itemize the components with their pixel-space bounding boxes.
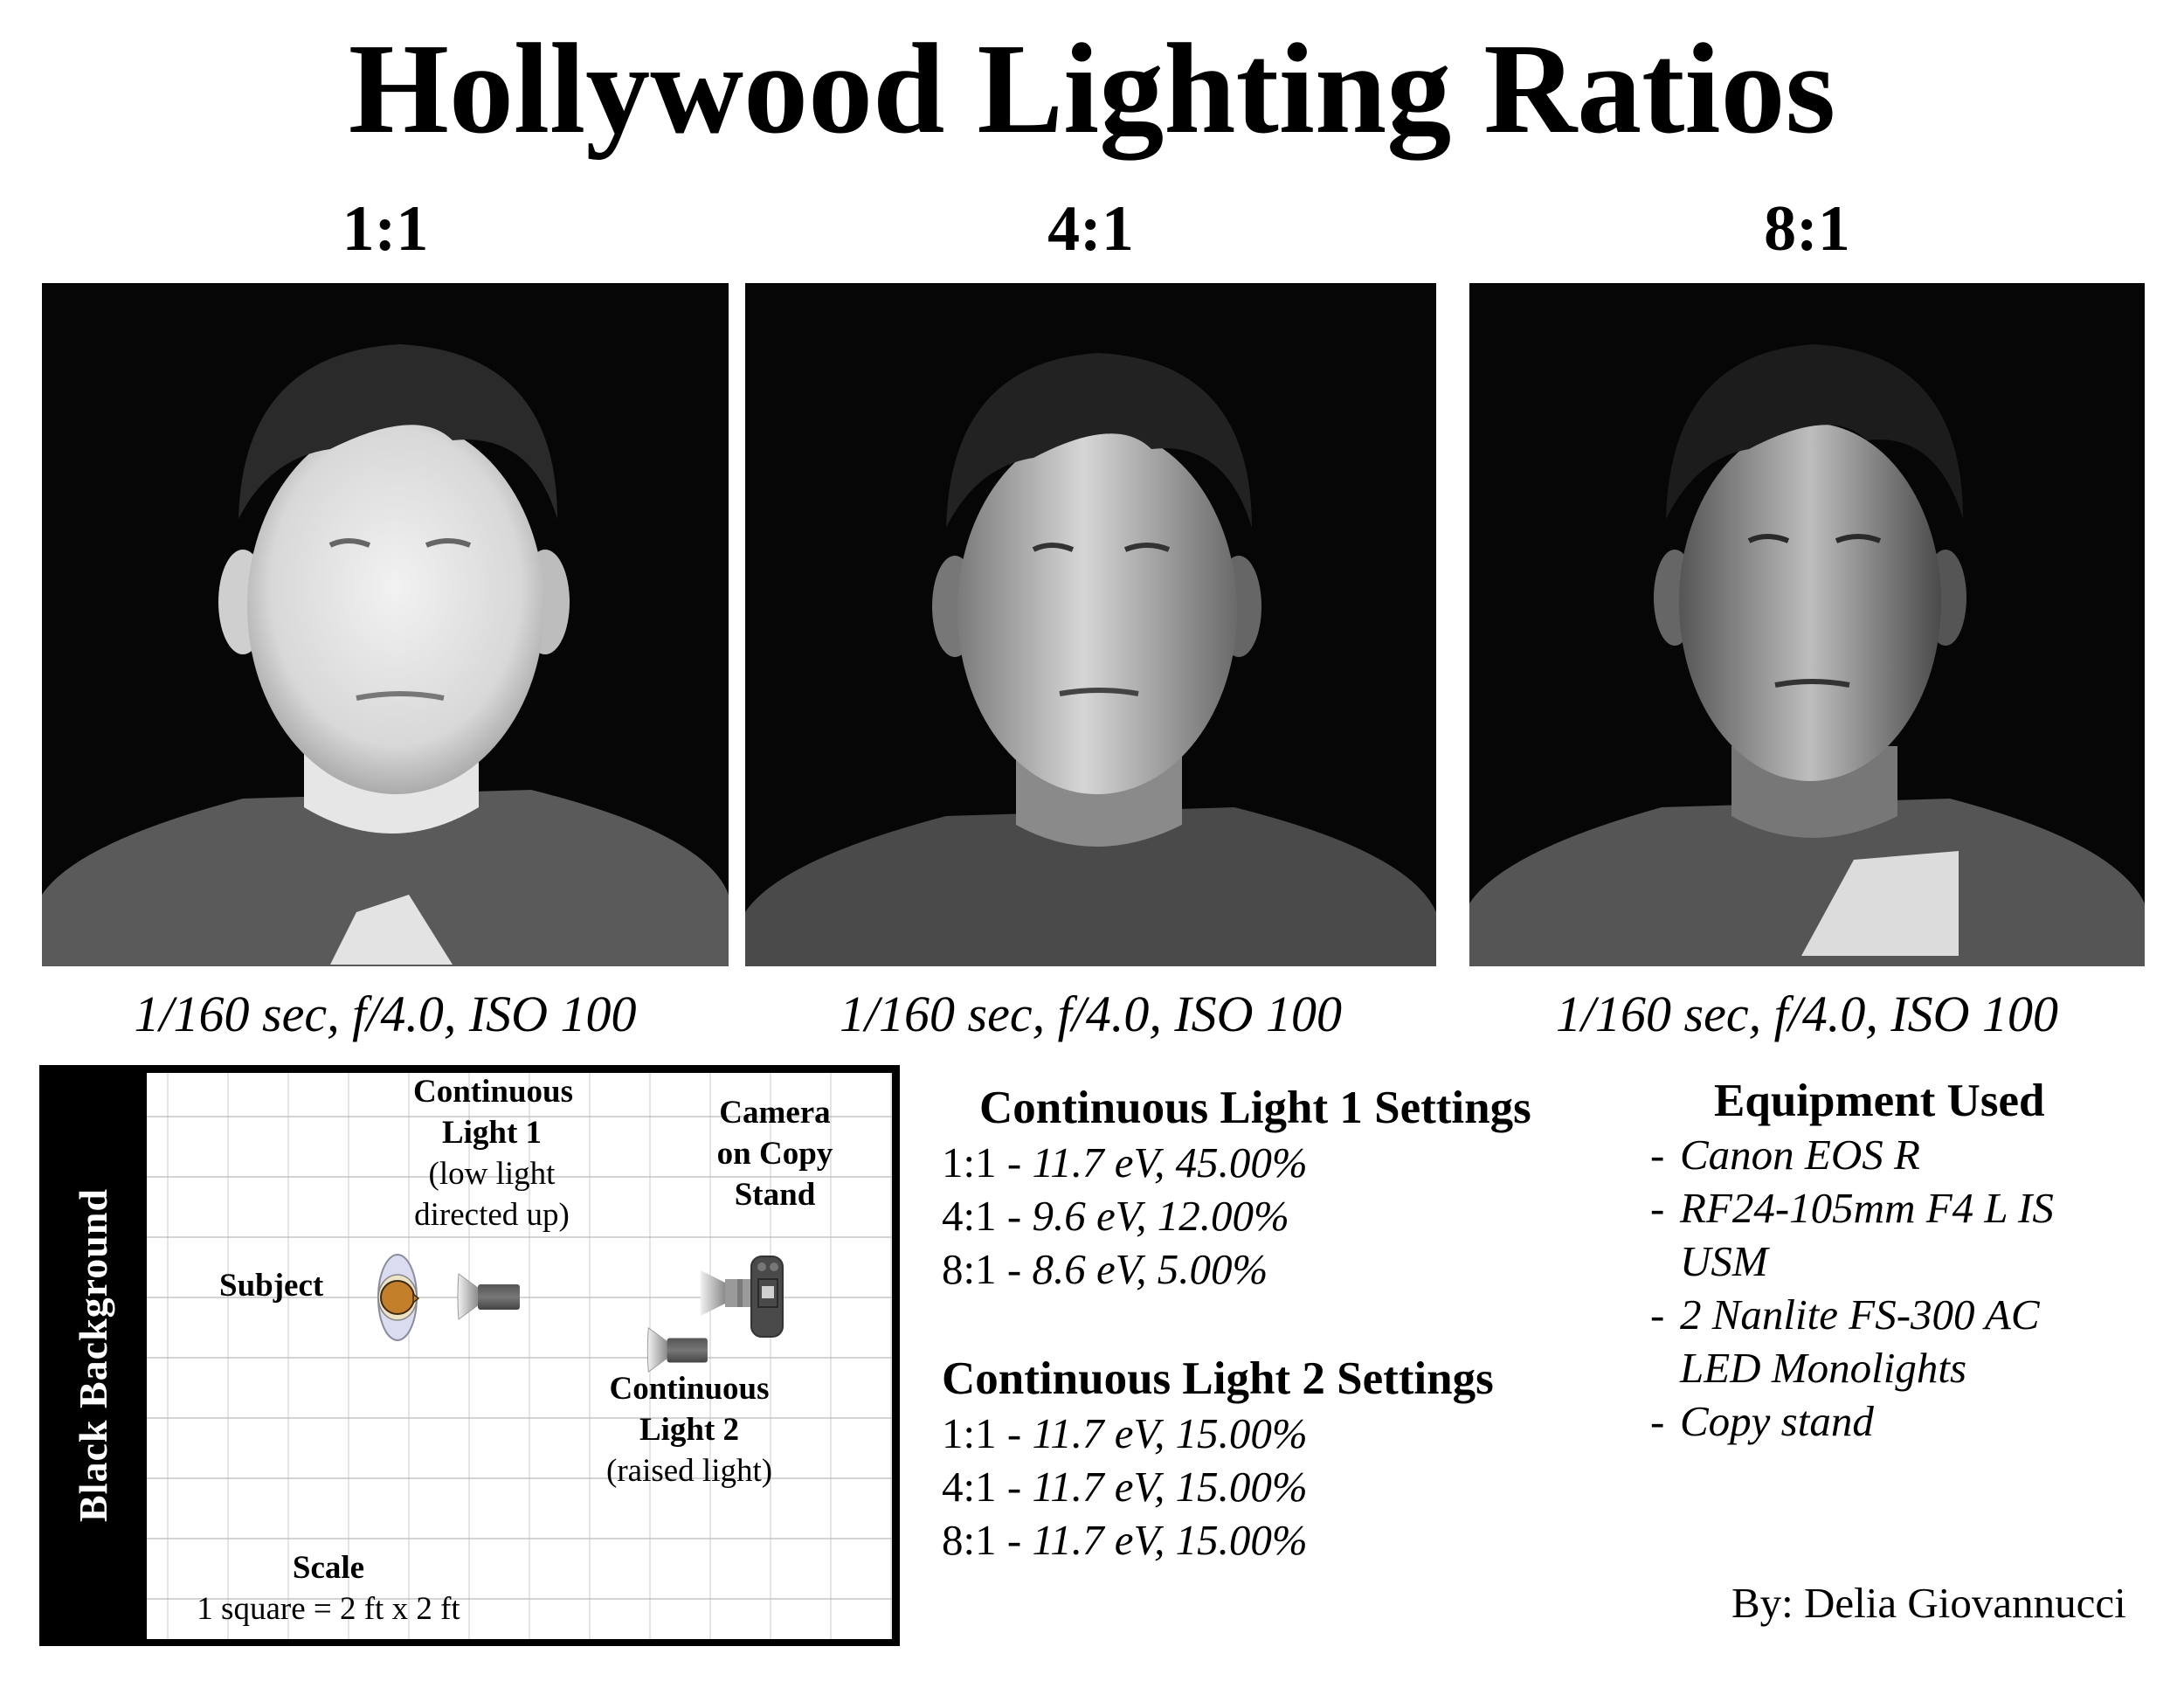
equipment-item-text: RF24-105mm F4 L IS (1680, 1184, 2054, 1232)
list-dash: - (1650, 1397, 1665, 1445)
camera-label: Camera on Copy Stand (705, 1092, 845, 1215)
list-dash: - (1650, 1131, 1665, 1179)
light2-label-line3: (raised light) (606, 1453, 773, 1489)
setting-ratio: 8:1 - (942, 1245, 1033, 1293)
light2-settings-heading: Continuous Light 2 Settings (942, 1353, 1494, 1404)
ratio-label-1-1: 1:1 (342, 193, 429, 265)
equipment-item: - Copy stand (1650, 1394, 1874, 1448)
equipment-item-text: 2 Nanlite FS-300 AC (1680, 1290, 2040, 1339)
scale-title: Scale (292, 1550, 365, 1586)
subject-label-text: Subject (219, 1268, 324, 1304)
camera-icon (701, 1256, 784, 1338)
light1-label: Continuous Light 1 (low light directed u… (413, 1073, 574, 1235)
list-dash: - (1650, 1184, 1665, 1232)
ratio-label-8-1: 8:1 (1764, 193, 1850, 265)
light2-label-line1: Continuous (609, 1371, 770, 1407)
portrait-photo-1-1 (42, 283, 729, 966)
camera-label-line3: Stand (734, 1177, 816, 1213)
subject-icon (377, 1254, 420, 1341)
ratio-label-4-1: 4:1 (1047, 193, 1134, 265)
photo-caption-4-1: 1/160 sec, f/4.0, ISO 100 (839, 986, 1343, 1042)
equipment-item: - Canon EOS R (1650, 1128, 1920, 1181)
setting-value: 9.6 eV, 12.00% (1032, 1192, 1289, 1240)
light1-settings-heading: Continuous Light 1 Settings (979, 1083, 1531, 1133)
setting-ratio: 1:1 - (942, 1409, 1033, 1457)
equipment-item: - RF24-105mm F4 L IS (1650, 1181, 2054, 1235)
light1-icon (457, 1273, 520, 1320)
light1-setting-row: 4:1 - 9.6 eV, 12.00% (942, 1189, 1289, 1242)
scale-legend: Scale 1 square = 2 ft x 2 ft (171, 1547, 486, 1629)
camera-label-line1: Camera (719, 1095, 831, 1131)
light1-setting-row: 1:1 - 11.7 eV, 45.00% (942, 1136, 1308, 1189)
setting-value: 11.7 eV, 15.00% (1032, 1463, 1308, 1511)
light2-label-line2: Light 2 (639, 1412, 740, 1448)
lighting-diagram: Black Background Continuous Light 1 (low… (39, 1065, 900, 1646)
light2-setting-row: 8:1 - 11.7 eV, 15.00% (942, 1513, 1308, 1567)
equipment-item: -2 Nanlite FS-300 AC (1650, 1288, 2040, 1341)
list-dash: - (1650, 1290, 1665, 1339)
photo-caption-8-1: 1/160 sec, f/4.0, ISO 100 (1555, 986, 2059, 1042)
equipment-item-text: Copy stand (1680, 1397, 1874, 1445)
setting-ratio: 4:1 - (942, 1463, 1033, 1511)
equipment-item-text: Canon EOS R (1680, 1131, 1920, 1179)
equipment-item-continuation: LED Monolights (1650, 1341, 1966, 1394)
light1-label-line4: directed up) (414, 1197, 570, 1233)
setting-ratio: 4:1 - (942, 1192, 1033, 1240)
setting-ratio: 1:1 - (942, 1138, 1033, 1186)
light2-icon (646, 1326, 708, 1373)
camera-label-line2: on Copy (716, 1136, 833, 1172)
portrait-image (745, 283, 1436, 966)
equipment-item-continuation: USM (1650, 1235, 1768, 1288)
page-title: Hollywood Lighting Ratios (348, 17, 1836, 161)
equipment-heading: Equipment Used (1714, 1076, 2045, 1126)
setting-ratio: 8:1 - (942, 1516, 1033, 1564)
light1-label-line2: Light 1 (441, 1115, 543, 1151)
subject-label: Subject (219, 1265, 323, 1306)
portrait-image (1469, 283, 2145, 966)
photo-caption-1-1: 1/160 sec, f/4.0, ISO 100 (134, 986, 637, 1042)
equipment-item-text: LED Monolights (1680, 1344, 1967, 1392)
setting-value: 11.7 eV, 15.00% (1032, 1409, 1308, 1457)
diagram-grid: Continuous Light 1 (low light directed u… (147, 1073, 892, 1639)
portrait-photo-4-1 (745, 283, 1436, 966)
light2-setting-row: 4:1 - 11.7 eV, 15.00% (942, 1460, 1308, 1513)
light1-label-line3: (low light (428, 1156, 556, 1192)
setting-value: 11.7 eV, 15.00% (1032, 1516, 1308, 1564)
setting-value: 8.6 eV, 5.00% (1032, 1245, 1268, 1293)
author-byline: By: Delia Giovannucci (1731, 1579, 2126, 1627)
light2-setting-row: 1:1 - 11.7 eV, 15.00% (942, 1407, 1308, 1460)
portrait-photo-8-1 (1469, 283, 2145, 966)
portrait-image (42, 283, 729, 966)
light2-label: Continuous Light 2 (raised light) (606, 1368, 772, 1491)
light1-setting-row: 8:1 - 8.6 eV, 5.00% (942, 1242, 1268, 1296)
setting-value: 11.7 eV, 45.00% (1032, 1138, 1308, 1186)
black-background-label: Black Background (71, 1188, 115, 1522)
light1-label-line1: Continuous (413, 1074, 574, 1110)
equipment-item-text: USM (1680, 1237, 1768, 1285)
scale-value: 1 square = 2 ft x 2 ft (197, 1591, 460, 1627)
